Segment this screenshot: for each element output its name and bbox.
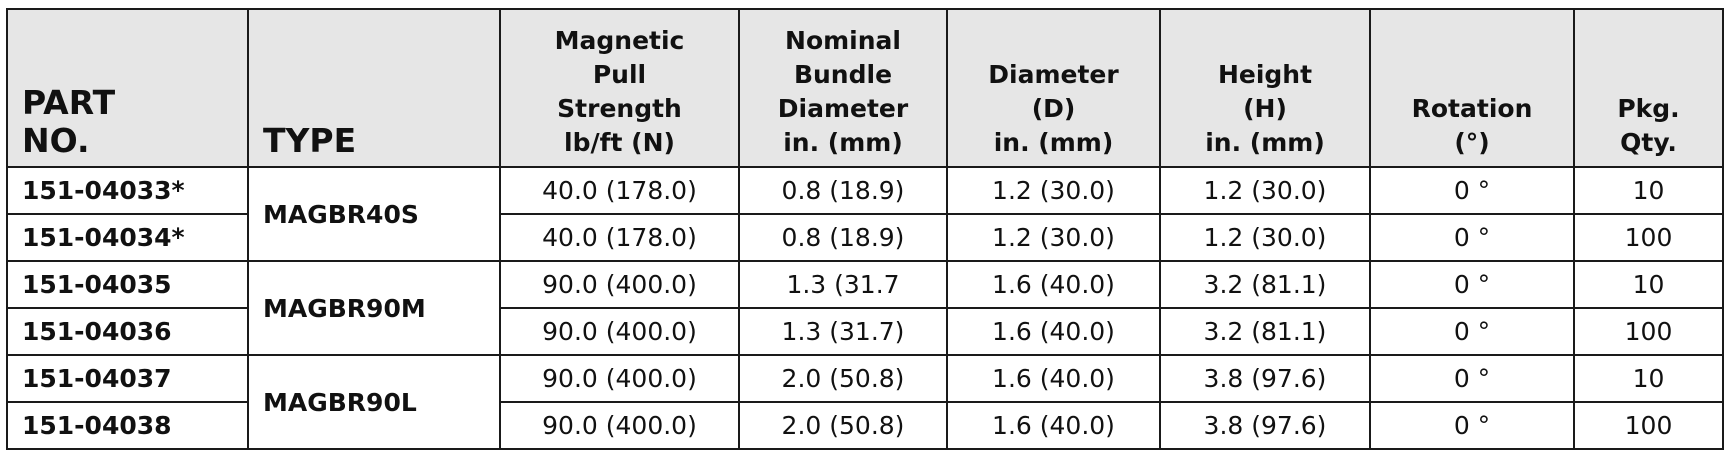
magnetic-pull-cell: 40.0 (178.0) <box>499 213 740 262</box>
header-height-line: in. (mm) <box>1205 128 1325 157</box>
diameter-cell: 1.6 (40.0) <box>946 307 1161 356</box>
magnetic-pull-cell: 90.0 (400.0) <box>499 401 740 450</box>
height-cell: 3.2 (81.1) <box>1159 307 1371 356</box>
header-magnetic-pull-line: Strength <box>557 94 682 123</box>
bundle-diameter-cell: 2.0 (50.8) <box>738 354 948 403</box>
pkg-qty-cell: 100 <box>1573 401 1724 450</box>
diameter-cell: 1.6 (40.0) <box>946 260 1161 309</box>
table-row: 151-04036 90.0 (400.0) 1.3 (31.7) 1.6 (4… <box>6 307 1724 356</box>
header-part-no-line: NO. <box>22 121 90 160</box>
header-magnetic-pull-line: Pull <box>592 60 647 89</box>
table-row: 151-04037 MAGBR90L 90.0 (400.0) 2.0 (50.… <box>6 354 1724 450</box>
table-body: 151-04033* MAGBR40S 40.0 (178.0) 0.8 (18… <box>6 166 1724 450</box>
type-cell: MAGBR40S <box>247 166 501 262</box>
part-number-cell: 151-04035 <box>6 260 249 309</box>
bundle-diameter-cell: 1.3 (31.7) <box>738 307 948 356</box>
header-pkg-qty: Pkg. Qty. <box>1573 8 1724 168</box>
height-cell: 1.2 (30.0) <box>1159 213 1371 262</box>
header-bundle-diameter-line: Bundle <box>793 60 893 89</box>
bundle-diameter-cell: 2.0 (50.8) <box>738 401 948 450</box>
rotation-cell: 0 ° <box>1369 260 1575 309</box>
table-header: PART NO. TYPE Magnetic Pull Strength lb/… <box>6 8 1724 168</box>
bundle-diameter-cell: 0.8 (18.9) <box>738 213 948 262</box>
header-diameter-line: in. (mm) <box>993 128 1114 157</box>
height-cell: 3.2 (81.1) <box>1159 260 1371 309</box>
magnetic-pull-cell: 40.0 (178.0) <box>499 166 740 215</box>
rotation-cell: 0 ° <box>1369 166 1575 215</box>
rotation-cell: 0 ° <box>1369 213 1575 262</box>
header-diameter: Diameter (D) in. (mm) <box>946 8 1161 168</box>
header-row: PART NO. TYPE Magnetic Pull Strength lb/… <box>6 8 1724 168</box>
header-magnetic-pull: Magnetic Pull Strength lb/ft (N) <box>499 8 740 168</box>
product-spec-table: PART NO. TYPE Magnetic Pull Strength lb/… <box>6 8 1724 450</box>
pkg-qty-cell: 10 <box>1573 166 1724 215</box>
table-row: 151-04038 90.0 (400.0) 2.0 (50.8) 1.6 (4… <box>6 401 1724 450</box>
table-row: 151-04034* 40.0 (178.0) 0.8 (18.9) 1.2 (… <box>6 213 1724 262</box>
height-cell: 3.8 (97.6) <box>1159 401 1371 450</box>
rotation-cell: 0 ° <box>1369 307 1575 356</box>
bundle-diameter-cell: 0.8 (18.9) <box>738 166 948 215</box>
header-type: TYPE <box>247 8 501 168</box>
part-number-cell: 151-04033* <box>6 166 249 215</box>
table-row: 151-04035 MAGBR90M 90.0 (400.0) 1.3 (31.… <box>6 260 1724 356</box>
magnetic-pull-cell: 90.0 (400.0) <box>499 307 740 356</box>
header-bundle-diameter-line: in. (mm) <box>783 128 903 157</box>
header-bundle-diameter: Nominal Bundle Diameter in. (mm) <box>738 8 948 168</box>
rotation-cell: 0 ° <box>1369 354 1575 403</box>
pkg-qty-cell: 100 <box>1573 307 1724 356</box>
diameter-cell: 1.2 (30.0) <box>946 166 1161 215</box>
header-height-line: Height <box>1217 60 1313 89</box>
diameter-cell: 1.6 (40.0) <box>946 401 1161 450</box>
magnetic-pull-cell: 90.0 (400.0) <box>499 354 740 403</box>
header-part-no: PART NO. <box>6 8 249 168</box>
product-table-container: PART NO. TYPE Magnetic Pull Strength lb/… <box>6 8 1724 450</box>
part-number-cell: 151-04037 <box>6 354 249 403</box>
pkg-qty-cell: 100 <box>1573 213 1724 262</box>
header-pkg-qty-line: Qty. <box>1620 128 1677 157</box>
header-rotation: Rotation (°) <box>1369 8 1575 168</box>
header-bundle-diameter-line: Nominal <box>785 26 901 55</box>
header-bundle-diameter-line: Diameter <box>777 94 909 123</box>
type-cell: MAGBR90M <box>247 260 501 356</box>
magnetic-pull-cell: 90.0 (400.0) <box>499 260 740 309</box>
part-number-cell: 151-04036 <box>6 307 249 356</box>
height-cell: 3.8 (97.6) <box>1159 354 1371 403</box>
header-type-line: TYPE <box>263 121 357 160</box>
header-part-no-line: PART <box>22 83 116 122</box>
header-rotation-line: Rotation <box>1411 94 1533 123</box>
header-rotation-line: (°) <box>1454 128 1490 157</box>
header-height-line: (H) <box>1243 94 1287 123</box>
header-height: Height (H) in. (mm) <box>1159 8 1371 168</box>
header-magnetic-pull-line: lb/ft (N) <box>564 128 675 157</box>
header-diameter-line: (D) <box>1031 94 1076 123</box>
height-cell: 1.2 (30.0) <box>1159 166 1371 215</box>
header-diameter-line: Diameter <box>988 60 1119 89</box>
diameter-cell: 1.6 (40.0) <box>946 354 1161 403</box>
type-cell: MAGBR90L <box>247 354 501 450</box>
bundle-diameter-cell: 1.3 (31.7 <box>738 260 948 309</box>
diameter-cell: 1.2 (30.0) <box>946 213 1161 262</box>
table-row: 151-04033* MAGBR40S 40.0 (178.0) 0.8 (18… <box>6 166 1724 262</box>
part-number-cell: 151-04034* <box>6 213 249 262</box>
header-magnetic-pull-line: Magnetic <box>554 26 685 55</box>
rotation-cell: 0 ° <box>1369 401 1575 450</box>
pkg-qty-cell: 10 <box>1573 260 1724 309</box>
header-pkg-qty-line: Pkg. <box>1617 94 1680 123</box>
pkg-qty-cell: 10 <box>1573 354 1724 403</box>
part-number-cell: 151-04038 <box>6 401 249 450</box>
